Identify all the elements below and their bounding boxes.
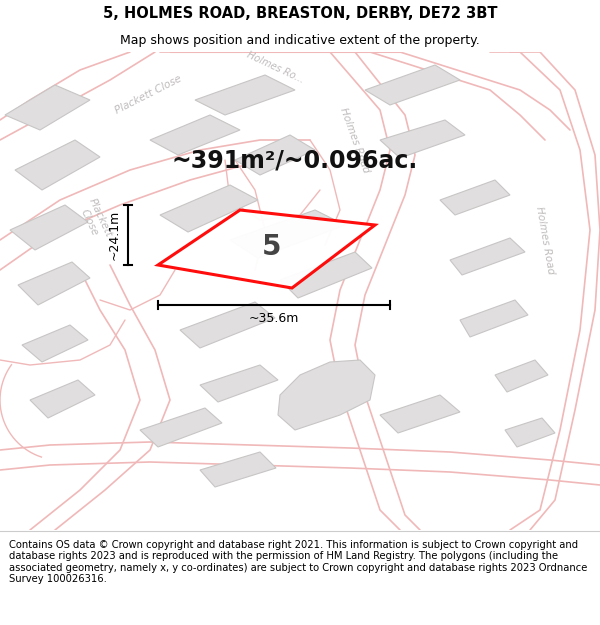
Polygon shape: [195, 75, 295, 115]
Polygon shape: [495, 360, 548, 392]
Polygon shape: [440, 180, 510, 215]
Polygon shape: [380, 120, 465, 158]
Text: 5: 5: [262, 233, 282, 261]
Polygon shape: [280, 252, 372, 298]
Text: ~35.6m: ~35.6m: [249, 312, 299, 326]
Polygon shape: [235, 135, 315, 175]
Polygon shape: [460, 300, 528, 337]
Text: Plackett
Close: Plackett Close: [76, 196, 113, 244]
Polygon shape: [140, 408, 222, 447]
Text: Holmes Ro...: Holmes Ro...: [245, 49, 305, 84]
Polygon shape: [380, 395, 460, 433]
Text: ~24.1m: ~24.1m: [107, 210, 121, 260]
Polygon shape: [365, 65, 460, 105]
Text: Map shows position and indicative extent of the property.: Map shows position and indicative extent…: [120, 34, 480, 47]
Polygon shape: [200, 365, 278, 402]
Polygon shape: [22, 325, 88, 362]
Polygon shape: [158, 210, 375, 288]
Polygon shape: [230, 210, 345, 258]
Text: ~391m²/~0.096ac.: ~391m²/~0.096ac.: [172, 148, 418, 172]
Polygon shape: [18, 262, 90, 305]
Text: Plackett Close: Plackett Close: [113, 74, 183, 116]
Polygon shape: [278, 360, 375, 430]
Polygon shape: [10, 205, 88, 250]
Polygon shape: [30, 380, 95, 418]
Polygon shape: [505, 418, 555, 447]
Text: 5, HOLMES ROAD, BREASTON, DERBY, DE72 3BT: 5, HOLMES ROAD, BREASTON, DERBY, DE72 3B…: [103, 6, 497, 21]
Polygon shape: [150, 115, 240, 155]
Polygon shape: [160, 185, 258, 232]
Text: Holmes Road: Holmes Road: [534, 205, 556, 275]
Polygon shape: [200, 452, 276, 487]
Polygon shape: [15, 140, 100, 190]
Polygon shape: [180, 302, 275, 348]
Text: Holmes Road: Holmes Road: [338, 106, 371, 174]
Polygon shape: [5, 85, 90, 130]
Polygon shape: [450, 238, 525, 275]
Text: Contains OS data © Crown copyright and database right 2021. This information is : Contains OS data © Crown copyright and d…: [9, 539, 587, 584]
